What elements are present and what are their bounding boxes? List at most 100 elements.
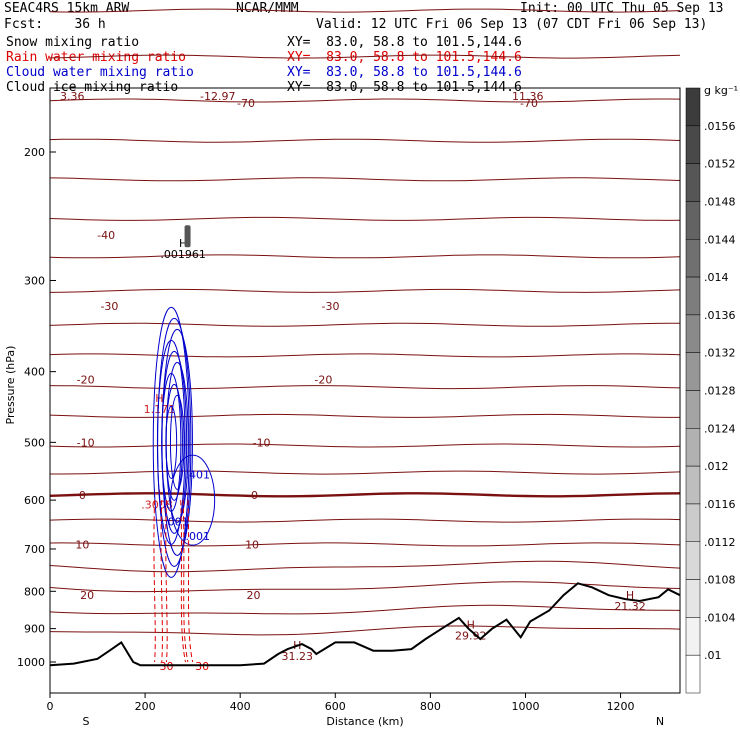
legend-snow-name: Snow mixing ratio	[6, 35, 140, 50]
plot-frame	[49, 87, 681, 694]
colorbar-bin	[685, 390, 701, 429]
isotherm-line	[49, 625, 681, 636]
colorbar-bin	[685, 239, 701, 278]
colorbar-bin	[685, 276, 701, 316]
cloud-water-contour	[152, 306, 190, 578]
colorbar-label: .0144	[704, 233, 736, 246]
isotherm-label: 20	[247, 589, 261, 602]
legend-cloudwater-xy: XY= 83.0, 58.8 to 101.5,144.6	[287, 65, 522, 80]
isotherm-line	[49, 518, 681, 523]
isotherm-label: 0	[251, 489, 258, 502]
terrain-line	[49, 582, 681, 667]
x-tick-label: 200	[135, 700, 156, 713]
cloud-water-contours: .401 .001 .001	[152, 306, 216, 578]
colorbar-unit: g kg⁻¹	[704, 84, 738, 97]
colorbar-label: .0108	[704, 574, 736, 587]
terrain-profile	[49, 582, 681, 667]
colorbar-bin	[685, 87, 701, 127]
y-tick-label: 900	[24, 623, 45, 636]
south-label: S	[83, 715, 90, 728]
isotherm-label: -70	[520, 97, 538, 110]
colorbar-label: .0152	[704, 158, 736, 171]
isotherm-line	[49, 492, 681, 498]
rain-water-label: 30	[159, 660, 173, 673]
isotherm-label: 0	[79, 489, 86, 502]
cloud-water-label: .001	[186, 530, 211, 543]
isotherm-label: -30	[100, 300, 118, 313]
rain-water-label: 30	[195, 660, 209, 673]
north-label: N	[656, 715, 664, 728]
isotherm-line	[49, 138, 681, 143]
colorbar-bin	[685, 617, 701, 656]
colorbar-bin	[685, 503, 701, 542]
high-marker: H	[179, 237, 187, 250]
isotherm-line	[49, 177, 681, 182]
x-axis-label: Distance (km)	[326, 715, 403, 728]
y-tick-label: 700	[24, 543, 45, 556]
rain-water-contours: 30 30	[153, 500, 209, 673]
high-value: 31.23	[281, 650, 313, 663]
colorbar-bin	[685, 314, 701, 353]
isotherm-label: 20	[80, 589, 94, 602]
isotherm-label: -20	[314, 373, 332, 386]
isotherm-line	[49, 604, 681, 615]
y-tick-label: 500	[24, 436, 45, 449]
colorbar-label: .0136	[704, 309, 736, 322]
isotherm-line	[49, 443, 681, 448]
colorbar-bin	[685, 428, 701, 467]
isotherm-line	[49, 353, 681, 358]
colorbar-label: .0156	[704, 120, 736, 133]
isotherm-line	[49, 385, 681, 390]
colorbar: .0156 .0152 .0148 .0144 .014 .0136 .0132 .0128.…	[685, 84, 738, 694]
colorbar-bin	[685, 541, 701, 580]
isotherm-label: -10	[253, 436, 271, 449]
colorbar-bin	[685, 579, 701, 618]
colorbar-label: .0128	[704, 385, 736, 398]
cloud-water-contour	[170, 454, 216, 546]
colorbar-label: .0148	[704, 195, 736, 208]
cloud-water-contour	[165, 405, 178, 479]
x-tick-label: 800	[420, 700, 441, 713]
y-tick-label: 1000	[17, 656, 45, 669]
x-tick-label: 1000	[511, 700, 539, 713]
y-tick-label: 400	[24, 366, 45, 379]
legend-snow-xy: XY= 83.0, 58.8 to 101.5,144.6	[287, 35, 522, 50]
colorbar-label: .014	[704, 271, 729, 284]
colorbar-bin	[685, 125, 701, 164]
cloud-water-contour	[169, 394, 185, 490]
isotherm-label: -70	[237, 97, 255, 110]
isotherm-line	[50, 470, 681, 475]
high-marker: H	[467, 619, 475, 632]
x-tick-label: 1200	[607, 700, 635, 713]
isotherm-line	[49, 560, 681, 573]
cloud-water-label: .401	[186, 468, 211, 481]
valid-time: Valid: 12 UTC Fri 06 Sep 13 (07 CDT Fri …	[316, 17, 708, 32]
colorbar-label: .0124	[704, 422, 736, 435]
high-value: 1.171	[144, 403, 176, 416]
top-contour-label: -12.97	[200, 90, 235, 103]
temperature-contours: -40 -30 -30 -20 -20 -10 -10 0 0 10 10 20 20 3.36 -12.9…	[49, 8, 681, 663]
colorbar-label: .01	[704, 649, 722, 662]
isotherm-line	[49, 254, 681, 259]
colorbar-label: .0112	[704, 536, 736, 549]
isotherm-line	[49, 8, 681, 13]
high-value: .001961	[160, 248, 206, 261]
legend-rain-name: Rain water mixing ratio	[6, 50, 187, 65]
isotherm-line	[49, 322, 680, 327]
isotherm-line	[49, 54, 681, 59]
colorbar-bin	[685, 352, 701, 391]
cloud-water-contour	[156, 339, 186, 545]
snow-blob	[184, 225, 191, 248]
isotherm-line	[49, 542, 681, 547]
x-tick-label: 400	[230, 700, 251, 713]
isotherm-line	[49, 413, 680, 418]
isotherm-line	[49, 98, 681, 103]
high-value: 21.32	[614, 600, 646, 613]
colorbar-bin	[685, 201, 701, 240]
isotherm-label: 10	[75, 538, 89, 551]
colorbar-bin	[685, 465, 701, 505]
isotherm-label: -30	[322, 300, 340, 313]
isotherm-label: 10	[245, 538, 259, 551]
colorbar-label: .0132	[704, 347, 736, 360]
